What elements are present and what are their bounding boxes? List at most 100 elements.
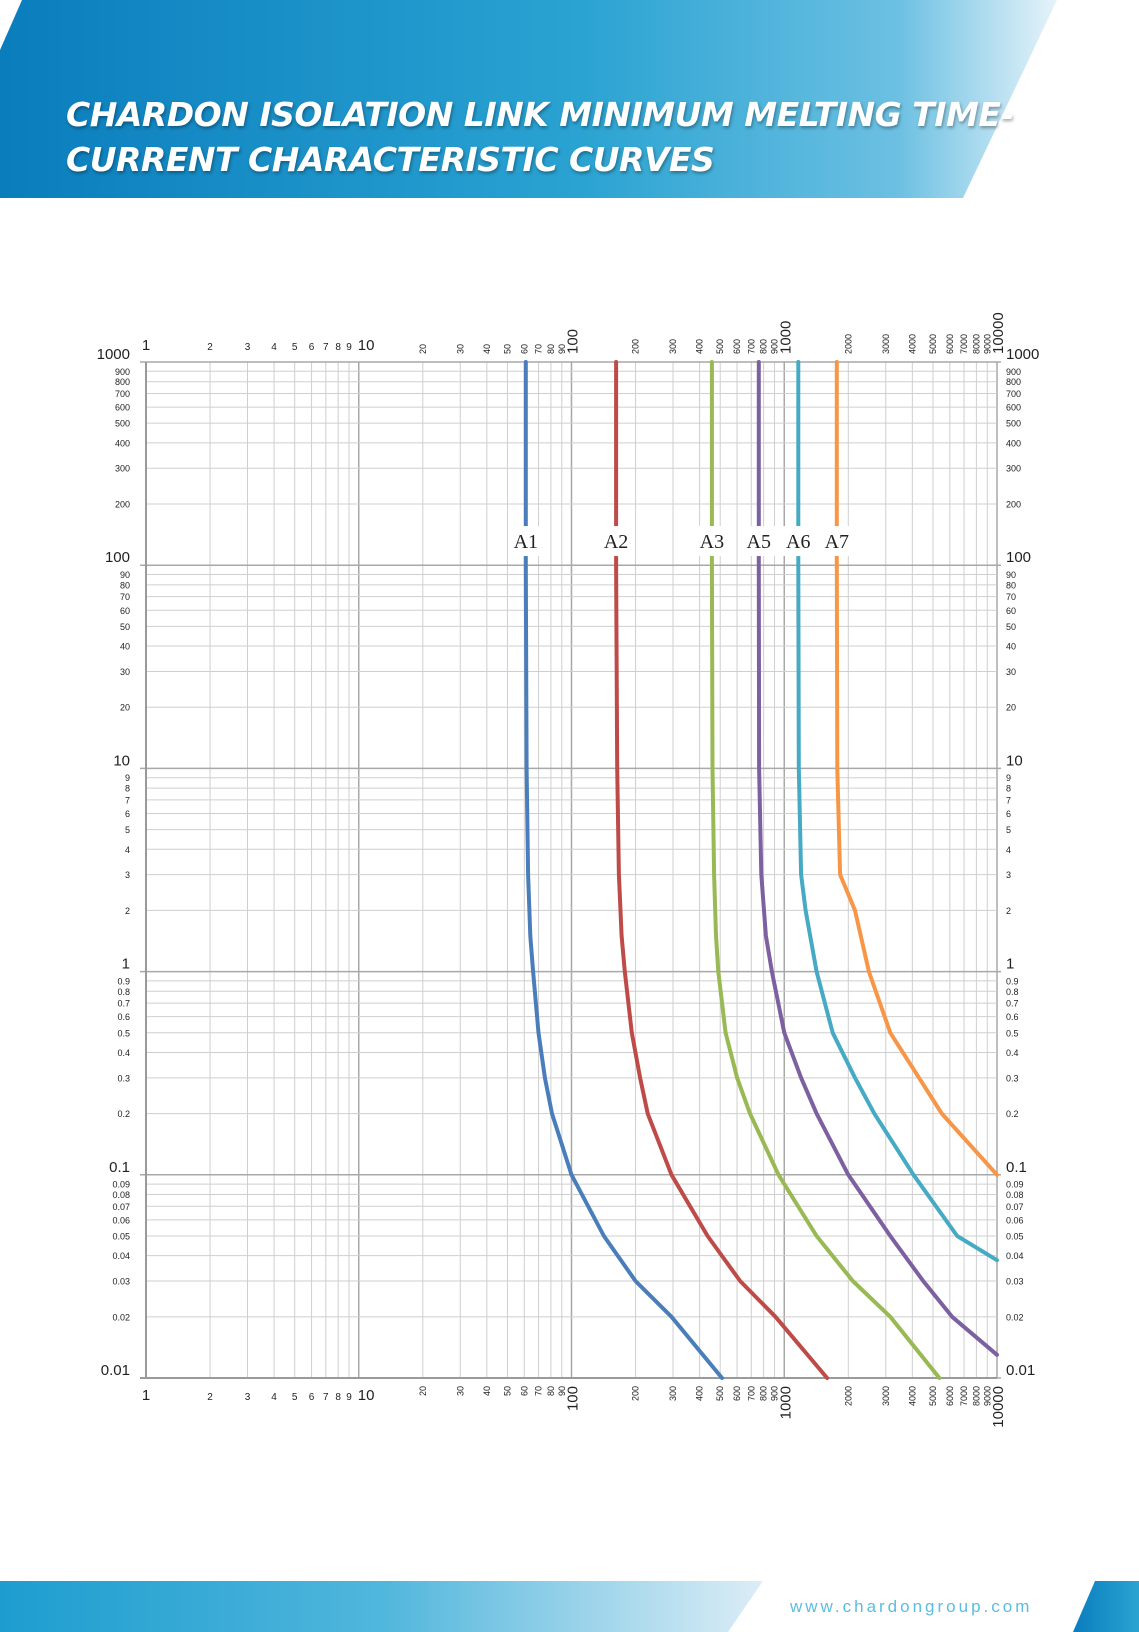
y-tick-label-right: 60: [1006, 606, 1016, 616]
y-tick-label-right: 0.3: [1006, 1073, 1019, 1083]
x-tick-label-bottom: 700: [746, 1386, 756, 1401]
x-tick-label-bottom: 60: [519, 1386, 529, 1396]
x-tick-label-top: 90: [557, 344, 567, 354]
y-tick-label-right: 900: [1006, 367, 1021, 377]
y-tick-label-left: 50: [120, 622, 130, 632]
y-tick-label-left: 400: [115, 438, 130, 448]
y-tick-label-right: 50: [1006, 622, 1016, 632]
y-tick-label-right: 0.6: [1006, 1012, 1019, 1022]
x-tick-label-bottom: 70: [534, 1386, 544, 1396]
x-tick-label-top: 7: [323, 342, 329, 353]
x-tick-label-top: 7000: [959, 334, 969, 354]
y-tick-label-right: 90: [1006, 570, 1016, 580]
y-tick-label-left: 0.02: [112, 1312, 130, 1322]
y-tick-label-left: 0.6: [117, 1012, 130, 1022]
x-tick-label-bottom: 3: [245, 1392, 251, 1403]
y-tick-label-right: 0.4: [1006, 1048, 1019, 1058]
x-tick-label-top: 80: [546, 344, 556, 354]
x-tick-label-bottom: 400: [695, 1386, 705, 1401]
curve-a1: [523, 360, 724, 1380]
y-tick-label-right: 0.5: [1006, 1028, 1019, 1038]
x-tick-label-bottom: 900: [770, 1386, 780, 1401]
page-title: CHARDON ISOLATION LINK MINIMUM MELTING T…: [66, 92, 1014, 182]
x-tick-label-bottom: 9000: [982, 1386, 992, 1406]
y-tick-label-right: 1: [1006, 956, 1014, 973]
y-tick-label-right: 8: [1006, 784, 1011, 794]
y-tick-label-left: 200: [115, 500, 130, 510]
footer-website-link[interactable]: www.chardongroup.com: [790, 1597, 1033, 1616]
x-tick-label-top: 1: [142, 337, 150, 354]
x-tick-label-bottom: 10000: [990, 1386, 1007, 1428]
y-tick-label-right: 0.8: [1006, 987, 1019, 997]
x-tick-label-bottom: 100: [565, 1386, 582, 1411]
x-tick-label-top: 1000: [777, 321, 794, 354]
x-tick-label-top: 700: [746, 339, 756, 354]
x-tick-label-bottom: 9: [346, 1392, 352, 1403]
y-tick-label-left: 20: [120, 703, 130, 713]
x-tick-label-bottom: 3000: [881, 1386, 891, 1406]
x-tick-label-top: 600: [732, 339, 742, 354]
x-tick-label-top: 3: [245, 342, 251, 353]
y-tick-label-left: 500: [115, 419, 130, 429]
x-tick-label-top: 200: [631, 339, 641, 354]
y-tick-label-left: 9: [125, 773, 130, 783]
x-tick-label-bottom: 8000: [971, 1386, 981, 1406]
x-tick-label-top: 20: [418, 344, 428, 354]
x-tick-label-bottom: 5000: [928, 1386, 938, 1406]
curve-a6: [796, 360, 999, 1263]
y-tick-label-left: 0.01: [101, 1362, 130, 1379]
y-tick-label-left: 5: [125, 825, 130, 835]
x-tick-label-bottom: 1: [142, 1387, 150, 1404]
y-tick-label-right: 200: [1006, 500, 1021, 510]
y-tick-label-left: 0.7: [117, 999, 130, 1009]
curve-a7: [834, 360, 999, 1177]
x-tick-label-bottom: 200: [631, 1386, 641, 1401]
x-tick-label-bottom: 2: [207, 1392, 213, 1403]
y-tick-label-left: 0.8: [117, 987, 130, 997]
y-tick-label-left: 0.5: [117, 1028, 130, 1038]
y-tick-label-right: 0.05: [1006, 1231, 1024, 1241]
x-tick-label-bottom: 90: [557, 1386, 567, 1396]
x-tick-label-top: 900: [770, 339, 780, 354]
curve-label-bg: [781, 526, 816, 557]
y-tick-label-left: 0.9: [117, 976, 130, 986]
x-tick-label-bottom: 80: [546, 1386, 556, 1396]
x-tick-label-top: 60: [519, 344, 529, 354]
y-tick-label-right: 100: [1006, 549, 1031, 566]
x-tick-label-bottom: 10: [358, 1387, 375, 1404]
y-tick-label-left: 0.07: [112, 1202, 130, 1212]
x-tick-label-top: 30: [455, 344, 465, 354]
x-tick-label-bottom: 500: [715, 1386, 725, 1401]
y-tick-label-left: 1: [122, 956, 130, 973]
title-line-2: CURRENT CHARACTERISTIC CURVES: [66, 140, 715, 179]
x-tick-label-top: 9: [346, 342, 352, 353]
y-tick-label-left: 8: [125, 784, 130, 794]
header-band: [0, 0, 1057, 198]
tcc-chart: 1122334455667788991010202030304040505060…: [97, 312, 1040, 1427]
y-tick-label-left: 40: [120, 642, 130, 652]
y-tick-label-left: 900: [115, 367, 130, 377]
x-tick-label-top: 6: [309, 342, 315, 353]
x-tick-label-bottom: 8: [335, 1392, 341, 1403]
y-tick-label-right: 40: [1006, 642, 1016, 652]
x-tick-label-top: 50: [502, 344, 512, 354]
x-tick-label-bottom: 7000: [959, 1386, 969, 1406]
curve-label-a2: A2: [604, 531, 628, 553]
y-tick-label-right: 7: [1006, 795, 1011, 805]
y-tick-label-right: 5: [1006, 825, 1011, 835]
y-tick-label-left: 700: [115, 389, 130, 399]
x-tick-label-bottom: 7: [323, 1392, 329, 1403]
y-tick-label-right: 0.01: [1006, 1362, 1035, 1379]
y-tick-label-left: 10: [113, 752, 130, 769]
x-tick-label-top: 8000: [971, 334, 981, 354]
x-tick-label-bottom: 30: [455, 1386, 465, 1396]
x-tick-label-top: 5: [292, 342, 298, 353]
y-tick-label-left: 6: [125, 809, 130, 819]
y-tick-label-right: 300: [1006, 464, 1021, 474]
y-tick-label-left: 7: [125, 795, 130, 805]
x-tick-label-top: 6000: [945, 334, 955, 354]
y-tick-label-left: 80: [120, 580, 130, 590]
y-tick-label-left: 0.04: [112, 1251, 130, 1261]
y-tick-label-right: 80: [1006, 580, 1016, 590]
